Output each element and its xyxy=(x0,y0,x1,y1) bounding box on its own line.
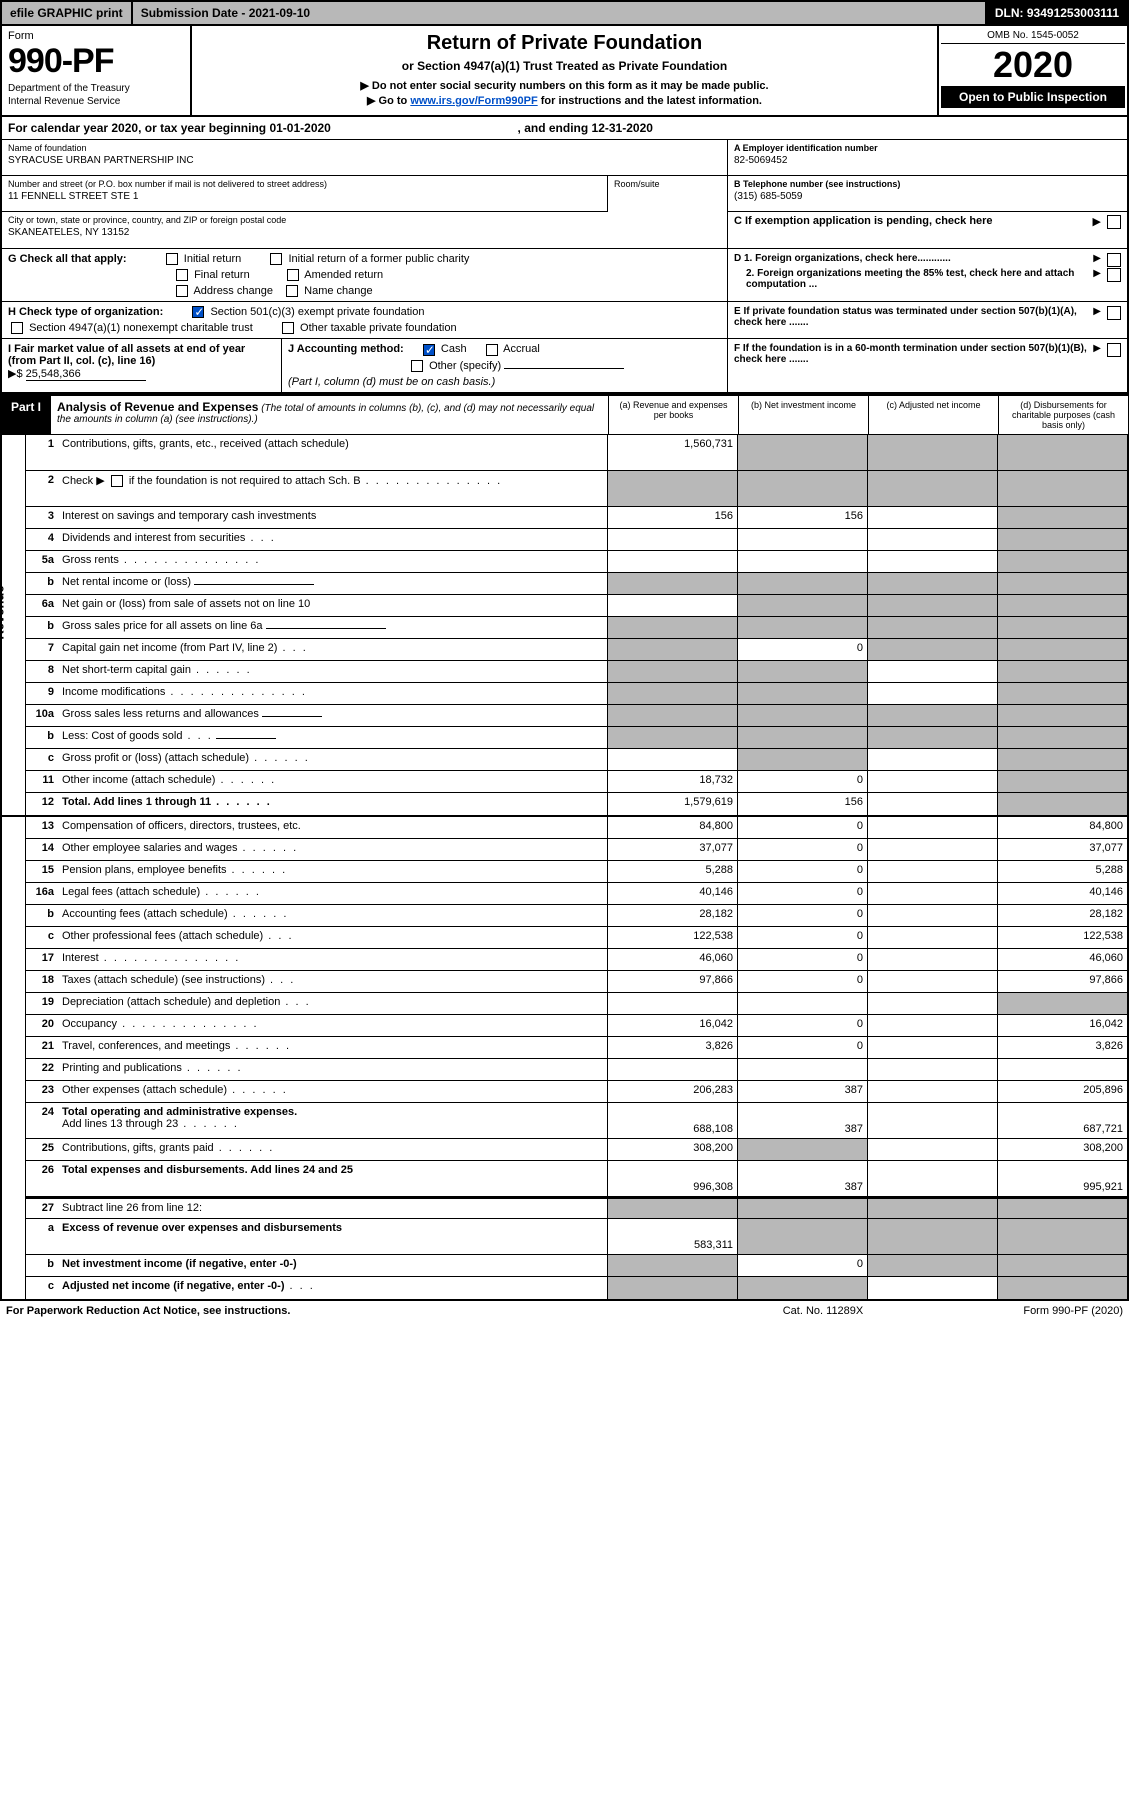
j-accounting-cell: J Accounting method: Cash Accrual Other … xyxy=(282,339,727,391)
table-row: aExcess of revenue over expenses and dis… xyxy=(26,1219,1127,1255)
amended-return-checkbox[interactable] xyxy=(287,269,299,281)
d-foreign-cell: ▶D 1. Foreign organizations, check here.… xyxy=(727,249,1127,301)
address-change-checkbox[interactable] xyxy=(176,285,188,297)
table-row: 18Taxes (attach schedule) (see instructi… xyxy=(26,971,1127,993)
col-b-header: (b) Net investment income xyxy=(738,396,868,434)
submission-date: Submission Date - 2021-09-10 xyxy=(133,2,987,24)
table-row: 1Contributions, gifts, grants, etc., rec… xyxy=(26,435,1127,471)
col-c-header: (c) Adjusted net income xyxy=(868,396,998,434)
form-title: Return of Private Foundation xyxy=(198,32,931,55)
501c3-checkbox[interactable] xyxy=(192,306,204,318)
part-i-header: Part I Analysis of Revenue and Expenses … xyxy=(0,394,1129,435)
dln: DLN: 93491253003111 xyxy=(987,2,1127,24)
table-row: 15Pension plans, employee benefits5,2880… xyxy=(26,861,1127,883)
street-address-cell: Number and street (or P.O. box number if… xyxy=(2,176,607,212)
col-d-header: (d) Disbursements for charitable purpose… xyxy=(998,396,1128,434)
table-row: bAccounting fees (attach schedule)28,182… xyxy=(26,905,1127,927)
col-a-header: (a) Revenue and expenses per books xyxy=(608,396,738,434)
table-row: cGross profit or (loss) (attach schedule… xyxy=(26,749,1127,771)
table-row: 19Depreciation (attach schedule) and dep… xyxy=(26,993,1127,1015)
table-row: 3Interest on savings and temporary cash … xyxy=(26,507,1127,529)
form-number: 990-PF xyxy=(8,42,184,81)
table-row: 26Total expenses and disbursements. Add … xyxy=(26,1161,1127,1197)
table-row: 27Subtract line 26 from line 12: xyxy=(26,1197,1127,1219)
table-row: 25Contributions, gifts, grants paid308,2… xyxy=(26,1139,1127,1161)
4947a1-checkbox[interactable] xyxy=(11,322,23,334)
table-row: 24Total operating and administrative exp… xyxy=(26,1103,1127,1139)
other-taxable-checkbox[interactable] xyxy=(282,322,294,334)
table-row: cOther professional fees (attach schedul… xyxy=(26,927,1127,949)
irs: Internal Revenue Service xyxy=(8,96,184,107)
table-row: cAdjusted net income (if negative, enter… xyxy=(26,1277,1127,1299)
table-row: bLess: Cost of goods sold xyxy=(26,727,1127,749)
h-check-area: H Check type of organization: Section 50… xyxy=(2,302,727,338)
table-row: 8Net short-term capital gain xyxy=(26,661,1127,683)
table-row: 14Other employee salaries and wages37,07… xyxy=(26,839,1127,861)
table-row: 5aGross rents xyxy=(26,551,1127,573)
telephone-cell: B Telephone number (see instructions) (3… xyxy=(728,176,1127,212)
initial-former-checkbox[interactable] xyxy=(270,253,282,265)
g-check-area: G Check all that apply: Initial return I… xyxy=(2,249,727,301)
c-checkbox[interactable] xyxy=(1107,215,1121,229)
e-checkbox[interactable] xyxy=(1107,306,1121,320)
form-ref: Form 990-PF (2020) xyxy=(923,1305,1123,1317)
table-row: 21Travel, conferences, and meetings3,826… xyxy=(26,1037,1127,1059)
city-state-cell: City or town, state or province, country… xyxy=(2,212,727,248)
table-row: 10aGross sales less returns and allowanc… xyxy=(26,705,1127,727)
paperwork-notice: For Paperwork Reduction Act Notice, see … xyxy=(6,1305,723,1317)
table-row: 17Interest46,060046,060 xyxy=(26,949,1127,971)
dept-treasury: Department of the Treasury xyxy=(8,83,184,94)
goto-note: ▶ Go to www.irs.gov/Form990PF for instru… xyxy=(198,94,931,107)
table-row: 11Other income (attach schedule)18,7320 xyxy=(26,771,1127,793)
cat-number: Cat. No. 11289X xyxy=(723,1305,923,1317)
sch-b-checkbox[interactable] xyxy=(111,475,123,487)
efile-print-button[interactable]: efile GRAPHIC print xyxy=(2,2,133,24)
ssn-note: ▶ Do not enter social security numbers o… xyxy=(198,79,931,92)
other-method-checkbox[interactable] xyxy=(411,360,423,372)
accrual-checkbox[interactable] xyxy=(486,344,498,356)
expenses-side-label: Operating and Administrative Expenses xyxy=(2,817,26,1299)
form-subtitle: or Section 4947(a)(1) Trust Treated as P… xyxy=(198,59,931,73)
table-row: bNet investment income (if negative, ent… xyxy=(26,1255,1127,1277)
table-row: 2Check ▶ if the foundation is not requir… xyxy=(26,471,1127,507)
form990pf-link[interactable]: www.irs.gov/Form990PF xyxy=(410,95,537,107)
cash-checkbox[interactable] xyxy=(423,344,435,356)
f-termination-cell: ▶ F If the foundation is in a 60-month t… xyxy=(727,339,1127,391)
e-status-cell: ▶ E If private foundation status was ter… xyxy=(727,302,1127,338)
table-row: 20Occupancy16,042016,042 xyxy=(26,1015,1127,1037)
initial-return-checkbox[interactable] xyxy=(166,253,178,265)
table-row: 6aNet gain or (loss) from sale of assets… xyxy=(26,595,1127,617)
table-row: bGross sales price for all assets on lin… xyxy=(26,617,1127,639)
i-fmv-cell: I Fair market value of all assets at end… xyxy=(2,339,282,391)
ein-cell: A Employer identification number 82-5069… xyxy=(728,140,1127,176)
revenue-side-label: Revenue xyxy=(2,435,26,815)
form-footer: For Paperwork Reduction Act Notice, see … xyxy=(0,1301,1129,1321)
table-row: 12Total. Add lines 1 through 111,579,619… xyxy=(26,793,1127,815)
table-row: bNet rental income or (loss) xyxy=(26,573,1127,595)
table-row: 13Compensation of officers, directors, t… xyxy=(26,817,1127,839)
form-header: Form 990-PF Department of the Treasury I… xyxy=(0,26,1129,117)
exemption-pending-cell: ▶ C If exemption application is pending,… xyxy=(728,212,1127,248)
table-row: 23Other expenses (attach schedule)206,28… xyxy=(26,1081,1127,1103)
open-to-public: Open to Public Inspection xyxy=(941,86,1125,108)
form-label: Form xyxy=(8,30,184,42)
calendar-year-line: For calendar year 2020, or tax year begi… xyxy=(0,117,1129,140)
table-row: 22Printing and publications xyxy=(26,1059,1127,1081)
part-i-label: Part I xyxy=(1,396,51,434)
room-suite-cell: Room/suite xyxy=(607,176,727,212)
d2-checkbox[interactable] xyxy=(1107,268,1121,282)
tax-year: 2020 xyxy=(941,44,1125,86)
table-row: 7Capital gain net income (from Part IV, … xyxy=(26,639,1127,661)
final-return-checkbox[interactable] xyxy=(176,269,188,281)
d1-checkbox[interactable] xyxy=(1107,253,1121,267)
top-bar: efile GRAPHIC print Submission Date - 20… xyxy=(0,0,1129,26)
table-row: 16aLegal fees (attach schedule)40,146040… xyxy=(26,883,1127,905)
foundation-name-cell: Name of foundation SYRACUSE URBAN PARTNE… xyxy=(2,140,727,176)
f-checkbox[interactable] xyxy=(1107,343,1121,357)
name-change-checkbox[interactable] xyxy=(286,285,298,297)
table-row: 4Dividends and interest from securities xyxy=(26,529,1127,551)
omb-number: OMB No. 1545-0052 xyxy=(941,28,1125,44)
table-row: 9Income modifications xyxy=(26,683,1127,705)
